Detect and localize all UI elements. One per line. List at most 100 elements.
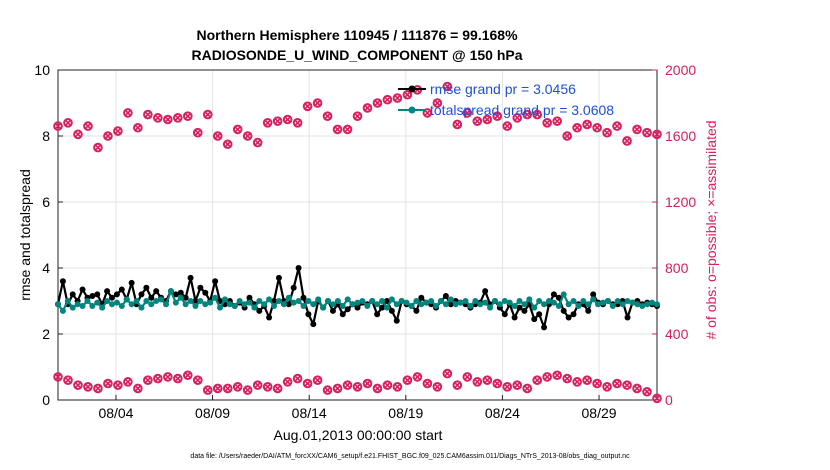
totalspread-point [369, 298, 376, 304]
obs-count-low-point [512, 380, 523, 390]
obs-count-high-point [362, 103, 373, 113]
obs-count-low-point [312, 375, 323, 386]
obs-count-high-point [602, 127, 612, 138]
rmse-point [354, 304, 361, 311]
totalspread-point [413, 298, 420, 304]
totalspread-point [629, 299, 636, 306]
totalspread-point [143, 298, 150, 304]
totalspread-point [339, 302, 346, 309]
totalspread-point [246, 299, 253, 306]
obs-count-low-point [442, 368, 453, 379]
rmse-point [104, 288, 111, 295]
obs-count-high-point [422, 108, 433, 118]
x-tick-label: 08/09 [195, 405, 230, 421]
totalspread-point [315, 296, 322, 303]
rmse-point [172, 291, 179, 298]
obs-count-high-point [282, 114, 293, 125]
totalspread-point [207, 299, 214, 306]
rmse-point [590, 291, 597, 298]
rmse-point [442, 293, 449, 300]
rmse-point [541, 324, 548, 331]
rmse-point [290, 284, 297, 291]
totalspread-point [158, 296, 165, 303]
rmse-point [113, 291, 120, 298]
x-tick-label: 08/04 [98, 405, 133, 421]
obs-count-high-point [83, 121, 93, 131]
totalspread-point [379, 298, 386, 304]
totalspread-point [590, 296, 597, 303]
totalspread-point [482, 299, 489, 306]
obs-count-low-point [133, 383, 143, 394]
totalspread-point [212, 294, 219, 301]
obs-count-low-point [262, 382, 273, 392]
rmse-point [565, 314, 572, 321]
obs-count-high-point [592, 122, 602, 133]
totalspread-point [442, 301, 449, 308]
totalspread-point [64, 298, 71, 304]
totalspread-point [300, 302, 307, 309]
rmse-point [413, 307, 420, 314]
rmse-point [118, 286, 125, 293]
totalspread-point [118, 302, 125, 309]
obs-count-low-point [362, 378, 373, 389]
totalspread-point [133, 298, 140, 304]
obs-count-low-point [192, 375, 203, 386]
obs-count-low-point [53, 372, 63, 382]
totalspread-point [374, 301, 381, 308]
totalspread-point [182, 301, 189, 308]
obs-count-low-point [432, 382, 443, 392]
rmse-point [79, 286, 86, 293]
x-axis-label: Aug.01,2013 00:00:00 start [274, 427, 443, 443]
obs-count-high-point [502, 121, 513, 131]
totalspread-point [580, 298, 587, 304]
obs-count-low-point [382, 380, 393, 390]
rmse-point [310, 321, 317, 328]
rmse-point [531, 316, 538, 323]
obs-count-low-point [153, 373, 163, 384]
obs-count-high-point [442, 81, 453, 92]
totalspread-point [654, 301, 660, 308]
obs-count-low-point [522, 383, 533, 394]
rmse-point [501, 311, 508, 318]
obs-count-low-point [202, 385, 213, 395]
rmse-point [624, 314, 631, 321]
obs-count-high-point [163, 114, 173, 125]
rmse-point [285, 301, 292, 308]
totalspread-point [433, 302, 440, 309]
obs-count-low-point [272, 383, 283, 394]
totalspread-point [408, 302, 415, 309]
totalspread-point [614, 298, 621, 304]
obs-count-low-point [212, 383, 223, 394]
totalspread-point [275, 298, 282, 304]
rmse-point [295, 265, 302, 271]
chart-title-line1: Northern Hemisphere 110945 / 111876 = 99… [196, 27, 518, 43]
obs-count-low-point [342, 380, 353, 390]
rmse-point [246, 294, 253, 301]
rmse-point [153, 288, 160, 295]
rmse-point [329, 307, 336, 314]
rmse-point [256, 307, 263, 314]
obs-count-low-point [652, 393, 662, 404]
obs-count-high-point [103, 131, 113, 141]
totalspread-point [639, 302, 646, 309]
totalspread-point [457, 299, 464, 306]
totalspread-point [462, 298, 469, 304]
obs-count-high-point [143, 109, 153, 120]
totalspread-point [354, 299, 361, 306]
obs-count-high-point [472, 116, 483, 126]
obs-count-high-point [182, 111, 193, 121]
obs-count-low-point [332, 383, 343, 394]
totalspread-point [325, 298, 332, 304]
obs-count-high-point [192, 127, 203, 138]
obs-count-low-point [282, 377, 293, 387]
totalspread-point [604, 298, 611, 304]
totalspread-point [545, 298, 552, 304]
rmse-point [418, 294, 425, 301]
rmse-point [148, 294, 155, 301]
totalspread-point [496, 301, 503, 308]
obs-count-high-point [312, 98, 323, 108]
obs-count-high-point [372, 98, 383, 108]
totalspread-point [560, 291, 567, 298]
x-axis-ticks: 08/04 08/09 08/14 08/19 08/24 08/29 [98, 395, 617, 421]
